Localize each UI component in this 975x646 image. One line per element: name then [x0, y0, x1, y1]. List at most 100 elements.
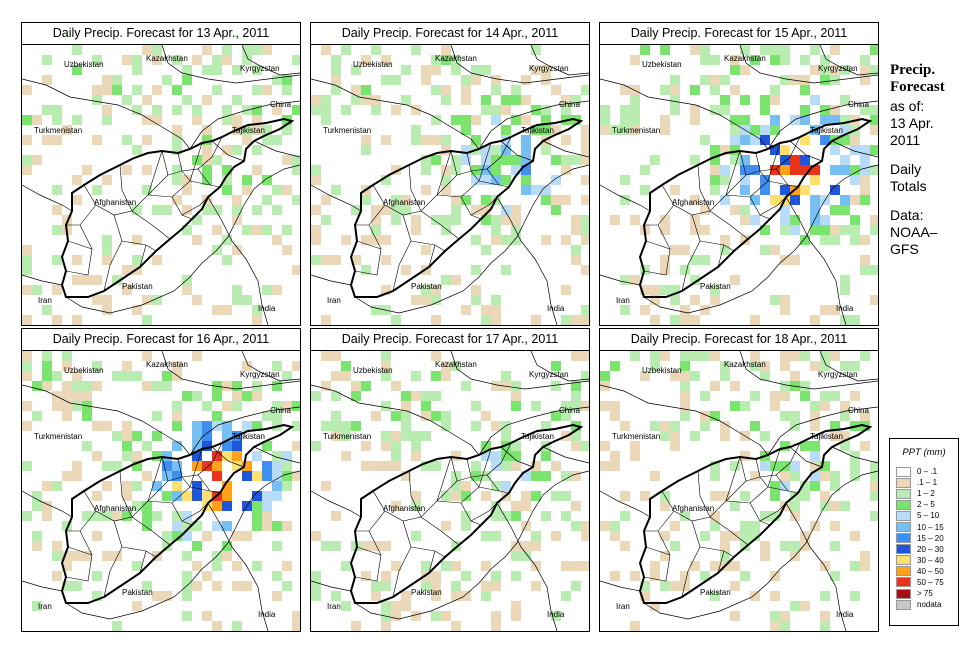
- precip-cell: [710, 155, 720, 165]
- precip-cell: [242, 471, 252, 481]
- precip-cell: [451, 481, 461, 491]
- precip-cell: [561, 591, 571, 601]
- precip-cell: [192, 115, 202, 125]
- precip-cell: [800, 185, 810, 195]
- precip-cell: [72, 401, 82, 411]
- precip-cell: [581, 215, 589, 225]
- precip-cell: [282, 461, 292, 471]
- precip-cell: [690, 275, 700, 285]
- legend-swatch: [896, 477, 911, 488]
- legend-swatch: [896, 544, 911, 555]
- precip-cell: [361, 195, 371, 205]
- precip-cell: [710, 75, 720, 85]
- precip-cell: [491, 175, 501, 185]
- precip-cell: [52, 115, 62, 125]
- precip-cell: [680, 371, 690, 381]
- precip-cell: [850, 175, 860, 185]
- province-border: [725, 448, 781, 504]
- precip-cell: [202, 145, 212, 155]
- precip-cell: [441, 95, 451, 105]
- precip-cell: [172, 55, 182, 65]
- legend-label: 20 – 30: [917, 544, 944, 554]
- precip-cell: [62, 561, 72, 571]
- precip-cell: [32, 115, 42, 125]
- country-border: [22, 274, 63, 286]
- precip-cell: [690, 561, 700, 571]
- precip-cell: [690, 225, 700, 235]
- precip-cell: [690, 105, 700, 115]
- precip-cell: [501, 511, 511, 521]
- precip-cell: [700, 205, 710, 215]
- precip-cell: [551, 611, 561, 621]
- country-border: [530, 45, 589, 76]
- precip-cell: [461, 75, 471, 85]
- precip-cell: [311, 591, 321, 601]
- precip-cell: [481, 471, 491, 481]
- precip-cell: [740, 95, 750, 105]
- precip-cell: [481, 155, 491, 165]
- precip-cell: [660, 531, 670, 541]
- precip-cell: [830, 45, 840, 55]
- country-label-afghanistan: Afghanistan: [94, 504, 136, 513]
- precip-cell: [680, 351, 690, 361]
- precip-cell: [371, 581, 381, 591]
- precip-cell: [710, 381, 720, 391]
- legend-label: 10 – 15: [917, 522, 944, 532]
- precip-cell: [760, 461, 770, 471]
- forecast-panel-5: Daily Precip. Forecast for 17 Apr., 2011…: [310, 328, 590, 632]
- country-border: [450, 45, 589, 84]
- country-border: [354, 164, 589, 314]
- precip-cell: [541, 115, 551, 125]
- precip-cell: [292, 421, 300, 431]
- precip-cell: [870, 215, 878, 225]
- precip-cell: [202, 135, 212, 145]
- precip-cell: [800, 441, 810, 451]
- precip-cell: [381, 175, 391, 185]
- precip-cell: [72, 175, 82, 185]
- precip-cell: [581, 85, 589, 95]
- precip-cell: [640, 491, 650, 501]
- precip-cell: [391, 431, 401, 441]
- precip-cell: [122, 431, 132, 441]
- precip-cell: [142, 95, 152, 105]
- precip-cell: [581, 235, 589, 245]
- precip-cell: [182, 225, 192, 235]
- precip-cell: [162, 75, 172, 85]
- precip-cell: [710, 55, 720, 65]
- precip-cell: [790, 601, 800, 611]
- precip-cell: [870, 65, 878, 75]
- precip-cell: [710, 511, 720, 521]
- precip-cell: [132, 65, 142, 75]
- precip-cell: [311, 175, 321, 185]
- precip-cell: [102, 421, 112, 431]
- province-border: [119, 164, 133, 212]
- precip-cell: [660, 125, 670, 135]
- precip-cell: [42, 361, 52, 371]
- precip-cell: [840, 411, 850, 421]
- precip-cell: [521, 471, 531, 481]
- precip-cell: [571, 155, 581, 165]
- precip-cell: [311, 391, 321, 401]
- precip-cell: [311, 235, 321, 245]
- precip-cell: [700, 531, 710, 541]
- precip-cell: [660, 45, 670, 55]
- precip-cell: [780, 225, 790, 235]
- province-border: [775, 442, 801, 476]
- precip-cell: [521, 135, 531, 145]
- precip-cell: [102, 245, 112, 255]
- precip-cell: [850, 215, 860, 225]
- precip-cell: [202, 45, 212, 55]
- precip-cell: [92, 95, 102, 105]
- precip-cell: [840, 315, 850, 325]
- precip-cell: [142, 185, 152, 195]
- precip-cell: [730, 275, 740, 285]
- precip-cell: [740, 175, 750, 185]
- precip-cell: [610, 531, 620, 541]
- precip-cell: [810, 65, 820, 75]
- precip-cell: [650, 571, 660, 581]
- precip-cell: [830, 115, 840, 125]
- precip-cell: [521, 541, 531, 551]
- precip-cell: [441, 85, 451, 95]
- precip-cell: [700, 55, 710, 65]
- precip-cell: [172, 461, 182, 471]
